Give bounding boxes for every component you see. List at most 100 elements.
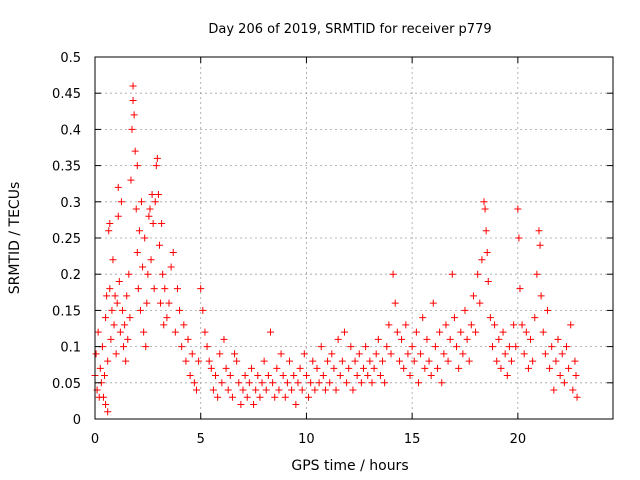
y-tick-label: 0.25 (52, 232, 81, 247)
data-point (128, 125, 136, 133)
x-tick-label: 5 (197, 432, 205, 447)
data-point (515, 234, 523, 242)
data-point (317, 343, 325, 351)
y-tick-label: 0.05 (52, 377, 81, 392)
data-point (243, 393, 251, 401)
data-point (279, 372, 287, 380)
y-axis-label: SRMTID / TECUs (7, 182, 23, 295)
data-point (283, 379, 291, 387)
data-point (104, 408, 112, 416)
data-point (408, 343, 416, 351)
data-point (254, 372, 262, 380)
data-point (140, 328, 148, 336)
data-point (106, 220, 114, 228)
data-point (256, 393, 264, 401)
y-tick-label: 0.5 (60, 51, 81, 66)
data-point (182, 357, 190, 365)
data-point (165, 299, 173, 307)
data-point (535, 227, 543, 235)
data-point (116, 328, 124, 336)
data-point (266, 328, 274, 336)
data-point (134, 285, 142, 293)
data-point (220, 335, 228, 343)
data-point (465, 357, 473, 365)
data-point (326, 379, 334, 387)
data-point (427, 372, 435, 380)
data-point (520, 350, 528, 358)
data-point (307, 379, 315, 387)
data-point (315, 379, 323, 387)
data-point (533, 270, 541, 278)
data-point (543, 306, 551, 314)
data-point (171, 328, 179, 336)
data-point (109, 256, 117, 264)
data-point (96, 364, 104, 372)
data-point (163, 314, 171, 322)
data-point (347, 343, 355, 351)
y-tick-label: 0.15 (52, 304, 81, 319)
data-point (286, 357, 294, 365)
data-point (539, 328, 547, 336)
data-point (102, 314, 110, 322)
grid (95, 57, 613, 419)
x-tick-label: 15 (404, 432, 421, 447)
data-point (524, 364, 532, 372)
data-point (124, 335, 132, 343)
data-point (152, 162, 160, 170)
data-point (414, 379, 422, 387)
data-point (130, 111, 138, 119)
data-point (139, 263, 147, 271)
data-point (463, 335, 471, 343)
data-point (486, 314, 494, 322)
data-point (120, 343, 128, 351)
data-point (387, 350, 395, 358)
data-point (450, 314, 458, 322)
data-point (239, 386, 247, 394)
data-point (393, 328, 401, 336)
data-point (176, 306, 184, 314)
data-point (305, 393, 313, 401)
data-point (158, 220, 166, 228)
data-point (353, 372, 361, 380)
data-point (101, 372, 109, 380)
y-tick-label: 0.3 (60, 196, 81, 211)
data-point (300, 350, 308, 358)
data-point (423, 335, 431, 343)
data-point (247, 364, 255, 372)
data-point (554, 335, 562, 343)
data-point (145, 212, 153, 220)
data-point (157, 299, 165, 307)
data-point (345, 364, 353, 372)
data-point (483, 248, 491, 256)
data-point (103, 292, 111, 300)
data-point (421, 364, 429, 372)
data-point (111, 292, 119, 300)
data-point (147, 256, 155, 264)
data-point (488, 343, 496, 351)
data-point (431, 343, 439, 351)
x-tick-label: 0 (91, 432, 99, 447)
data-point (497, 364, 505, 372)
data-point (264, 372, 272, 380)
data-point (190, 379, 198, 387)
data-point (186, 372, 194, 380)
y-tick-label: 0.4 (60, 123, 81, 138)
data-point (541, 350, 549, 358)
data-point (569, 386, 577, 394)
data-point (262, 386, 270, 394)
data-point (448, 270, 456, 278)
data-point (552, 357, 560, 365)
data-point (294, 379, 302, 387)
data-point (153, 154, 161, 162)
data-point (402, 321, 410, 329)
data-point (440, 350, 448, 358)
data-point (567, 321, 575, 329)
data-point (491, 321, 499, 329)
data-point (565, 364, 573, 372)
data-point (374, 335, 382, 343)
data-point (550, 386, 558, 394)
data-point (516, 285, 524, 293)
data-point (133, 162, 141, 170)
data-point (381, 379, 389, 387)
data-point (135, 227, 143, 235)
